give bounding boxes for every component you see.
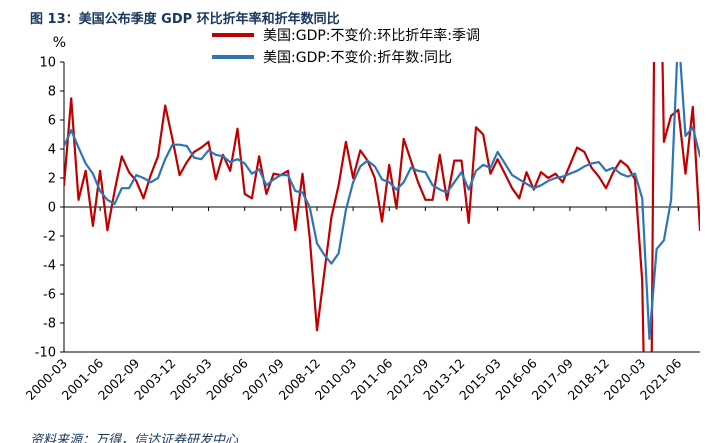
- y-tick-label: -8: [43, 317, 56, 332]
- legend-swatch-blue-line: [212, 55, 254, 59]
- y-tick-label: 6: [48, 114, 56, 129]
- legend-swatch-red-line: [212, 33, 254, 37]
- y-tick-label: -6: [43, 288, 56, 303]
- y-axis-unit-label: %: [53, 35, 66, 51]
- source-note: 资料来源：万得，信达证券研发中心: [30, 433, 239, 443]
- y-tick-label: 4: [48, 143, 56, 158]
- y-tick-label: 8: [48, 85, 56, 100]
- chart-legend: 美国:GDP:不变价:环比折年率:季调 美国:GDP:不变价:折年数:同比: [212, 24, 480, 68]
- series-line-qoq-saar: [64, 62, 700, 352]
- y-tick-label: -2: [43, 230, 56, 245]
- y-tick-label: 2: [48, 172, 56, 187]
- y-tick-label: -4: [43, 259, 56, 274]
- legend-item-yoy: 美国:GDP:不变价:折年数:同比: [212, 46, 480, 68]
- legend-item-qoq-saar: 美国:GDP:不变价:环比折年率:季调: [212, 24, 480, 46]
- y-tick-label: -10: [35, 346, 56, 361]
- legend-label-yoy: 美国:GDP:不变价:折年数:同比: [263, 50, 452, 66]
- y-tick-label: 10: [39, 56, 56, 71]
- series-line-yoy: [64, 62, 700, 340]
- y-tick-label: 0: [48, 201, 56, 216]
- legend-label-qoq-saar: 美国:GDP:不变价:环比折年率:季调: [263, 28, 480, 44]
- figure-title: 图 13：美国公布季度 GDP 环比折年率和折年数同比: [30, 12, 340, 27]
